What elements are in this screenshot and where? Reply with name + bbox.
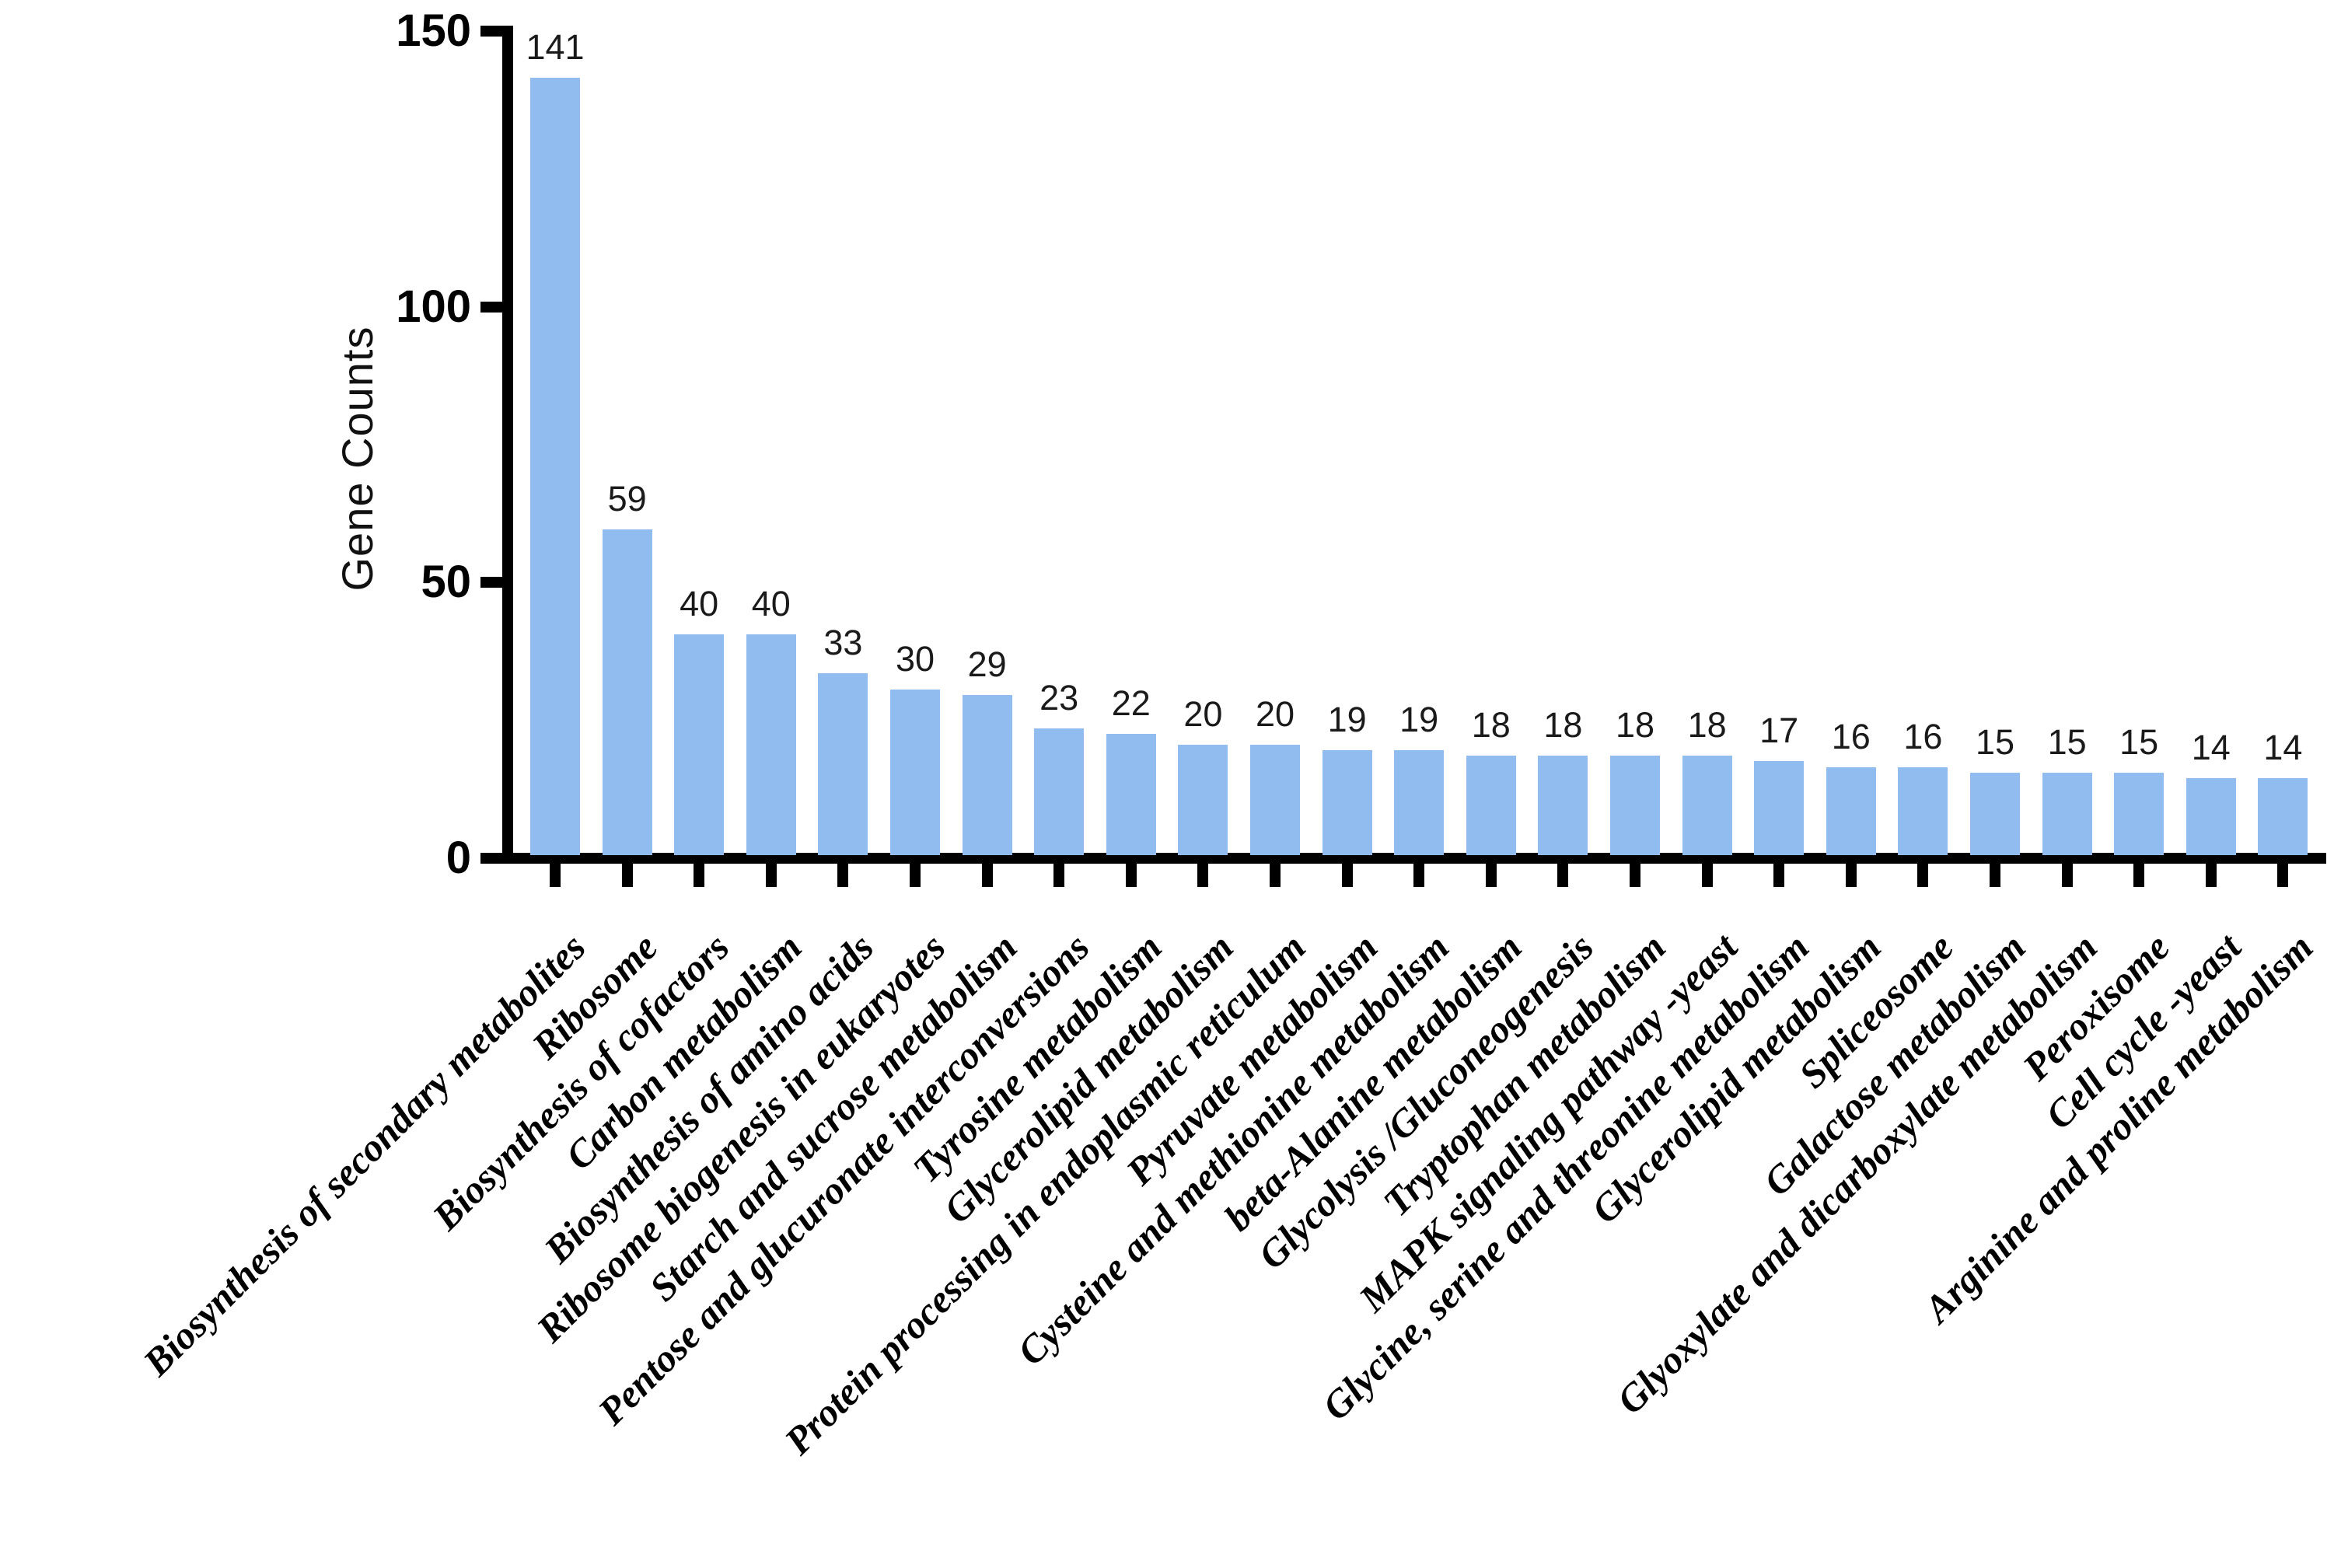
bar xyxy=(962,695,1012,855)
bar xyxy=(674,634,725,855)
bar-value-label: 33 xyxy=(823,622,863,662)
bar-value-label: 19 xyxy=(1399,700,1439,740)
x-tick xyxy=(1917,864,1929,887)
y-tick-label: 150 xyxy=(396,5,471,56)
bar-value-label: 40 xyxy=(680,584,719,624)
bar xyxy=(2042,772,2092,855)
bar xyxy=(1682,756,1732,855)
y-tick xyxy=(480,301,502,313)
y-tick xyxy=(480,853,502,864)
bar xyxy=(2186,777,2236,855)
x-tick xyxy=(1053,864,1065,887)
bar-value-label: 15 xyxy=(2119,721,2159,762)
x-tick xyxy=(1341,864,1353,887)
x-tick xyxy=(2205,864,2217,887)
bar xyxy=(1754,761,1805,855)
x-tick xyxy=(2277,864,2289,887)
bar xyxy=(2114,772,2165,855)
bar-value-label: 30 xyxy=(895,639,935,679)
bar-value-label: 14 xyxy=(2191,727,2231,767)
x-tick xyxy=(1197,864,1209,887)
bar xyxy=(1394,750,1445,855)
bar-value-label: 15 xyxy=(1975,721,2015,762)
x-tick xyxy=(2133,864,2145,887)
bar-value-label: 59 xyxy=(607,479,647,519)
bar xyxy=(1466,756,1516,855)
bar-value-label: 23 xyxy=(1039,677,1079,718)
x-tick xyxy=(694,864,705,887)
x-tick xyxy=(910,864,921,887)
bar-value-label: 20 xyxy=(1255,694,1295,735)
bar-value-label: 18 xyxy=(1687,705,1727,746)
x-tick xyxy=(765,864,777,887)
bar-value-label: 16 xyxy=(1831,716,1871,756)
y-tick xyxy=(480,577,502,588)
bar xyxy=(530,77,580,855)
bar-value-label: 14 xyxy=(2263,727,2303,767)
bar-value-label: 29 xyxy=(967,644,1007,685)
bar-value-label: 18 xyxy=(1543,705,1583,746)
bar xyxy=(1178,745,1228,855)
bar xyxy=(1034,728,1085,855)
bar-value-label: 19 xyxy=(1327,700,1367,740)
bar-value-label: 141 xyxy=(526,26,585,67)
x-tick xyxy=(1701,864,1713,887)
x-tick xyxy=(1630,864,1640,887)
x-tick xyxy=(550,864,561,887)
bar xyxy=(1106,733,1156,855)
bar xyxy=(1538,756,1588,855)
x-tick xyxy=(1773,864,1785,887)
x-tick xyxy=(1990,864,2000,887)
x-tick xyxy=(621,864,633,887)
bar xyxy=(1970,772,2020,855)
bar xyxy=(2258,777,2308,855)
bar xyxy=(818,672,868,855)
y-tick-label: 0 xyxy=(445,833,471,883)
bar xyxy=(1322,750,1372,855)
x-tick xyxy=(1557,864,1569,887)
y-axis-line xyxy=(502,26,513,864)
bar-value-label: 18 xyxy=(1471,705,1511,746)
x-tick xyxy=(1270,864,1281,887)
bar xyxy=(1610,756,1660,855)
bar xyxy=(1898,767,1948,855)
bar-value-label: 15 xyxy=(2047,721,2087,762)
bar xyxy=(602,529,652,855)
y-tick-label: 50 xyxy=(421,557,471,608)
bar xyxy=(1250,745,1300,855)
bar-value-label: 22 xyxy=(1111,683,1151,723)
bar-value-label: 40 xyxy=(751,584,791,624)
bar-value-label: 18 xyxy=(1615,705,1655,746)
bar xyxy=(890,690,940,855)
y-tick xyxy=(480,26,502,37)
x-axis-line xyxy=(502,853,2326,864)
x-tick xyxy=(1413,864,1425,887)
bar-value-label: 16 xyxy=(1903,716,1943,756)
bar-value-label: 17 xyxy=(1759,711,1799,751)
x-tick xyxy=(981,864,993,887)
bar xyxy=(1826,767,1876,855)
y-tick-label: 100 xyxy=(396,281,471,332)
bar-value-label: 20 xyxy=(1183,694,1223,735)
bar xyxy=(746,634,796,855)
x-tick xyxy=(2061,864,2073,887)
x-tick xyxy=(1845,864,1857,887)
x-tick xyxy=(1125,864,1137,887)
x-tick xyxy=(837,864,849,887)
x-tick xyxy=(1485,864,1497,887)
